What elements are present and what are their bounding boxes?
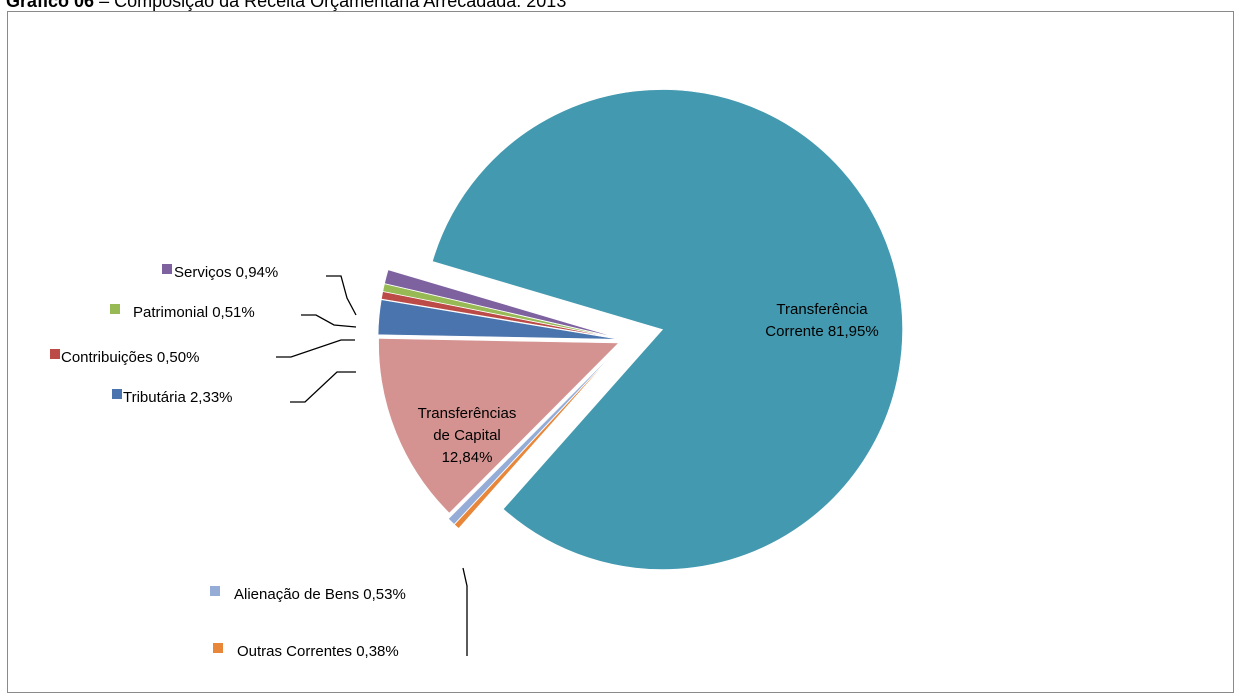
data-label-transferencia-corrente: Corrente 81,95% — [765, 323, 878, 340]
leader-line-contribuicoes — [276, 339, 355, 358]
leader-line-outras-correntes — [462, 567, 468, 656]
caption-title: – Composição da Receita Orçamentária Arr… — [99, 0, 567, 11]
pie-slice-tributaria — [377, 299, 619, 340]
data-label-outras-correntes: Outras Correntes 0,38% — [237, 643, 399, 660]
chart-caption: Gráfico 06 – Composição da Receita Orçam… — [6, 0, 566, 11]
leader-line-servicos — [326, 275, 357, 316]
pie-slice-alienacao-de-bens — [447, 348, 618, 525]
legend-key-contribuicoes — [50, 349, 60, 359]
pie-slice-outras-correntes — [453, 348, 619, 529]
pie-slice-servicos — [384, 269, 619, 339]
legend-key-outras-correntes — [213, 643, 223, 653]
leader-line-tributaria — [290, 371, 356, 403]
leader-line-patrimonial — [301, 314, 357, 328]
caption-prefix: Gráfico 06 — [6, 0, 95, 11]
pie-slice-transferencias-de-capital — [378, 338, 620, 514]
data-label-transferencias-de-capital: 12,84% — [442, 449, 493, 466]
data-label-transferencias-de-capital: de Capital — [433, 427, 501, 444]
data-label-servicos: Serviços 0,94% — [174, 264, 278, 281]
legend-key-servicos — [162, 264, 172, 274]
data-label-transferencias-de-capital: Transferências — [418, 405, 517, 422]
chart-frame — [7, 11, 1234, 693]
legend-key-tributaria — [112, 389, 122, 399]
data-label-tributaria: Tributária 2,33% — [123, 389, 233, 406]
legend-key-alienacao-de-bens — [210, 586, 220, 596]
legend-key-patrimonial — [110, 304, 120, 314]
pie-slice-transferencia-corrente — [432, 89, 903, 570]
data-label-patrimonial: Patrimonial 0,51% — [133, 304, 255, 321]
data-label-contribuicoes: Contribuições 0,50% — [61, 349, 199, 366]
pie-slice-patrimonial — [382, 283, 619, 339]
data-label-alienacao-de-bens: Alienação de Bens 0,53% — [234, 586, 406, 603]
data-label-transferencia-corrente: Transferência — [776, 301, 868, 318]
